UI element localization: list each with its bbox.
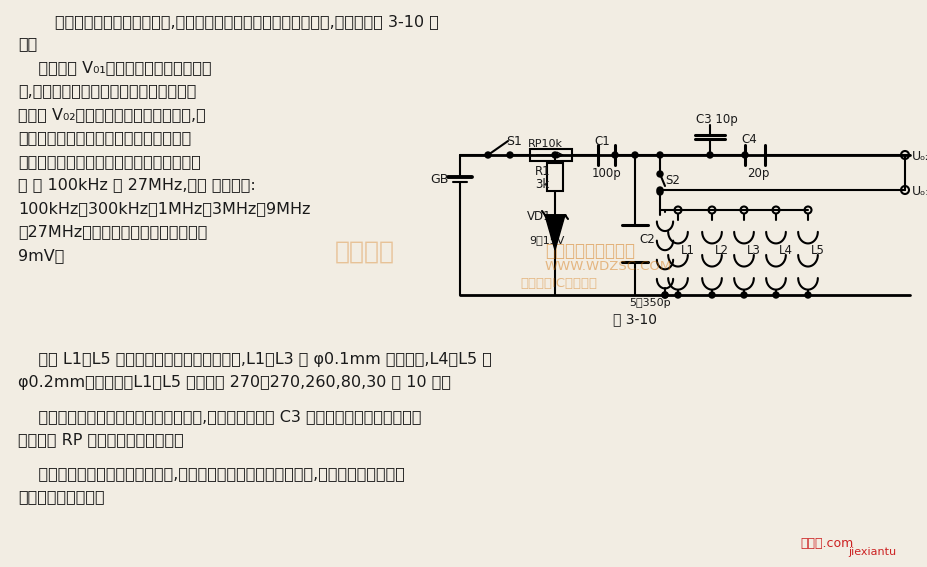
Circle shape: [611, 152, 617, 158]
Text: 电路中采用的稳压管无特别要求,只是电源电压应比稳压值高一些,以保证稳压管工作于: 电路中采用的稳压管无特别要求,只是电源电压应比稳压值高一些,以保证稳压管工作于: [18, 466, 404, 481]
Text: VD1: VD1: [527, 210, 551, 223]
Circle shape: [656, 187, 662, 193]
Text: C4: C4: [740, 133, 756, 146]
Text: 本振调谐电路之间的统调。发生器的频率范: 本振调谐电路之间的统调。发生器的频率范: [18, 154, 200, 169]
Circle shape: [656, 189, 662, 195]
Text: 组装完成后用标准信号发生器校准一下,并在可变电容器 C3 的旋钮上作出频率刻度。调: 组装完成后用标准信号发生器校准一下,并在可变电容器 C3 的旋钮上作出频率刻度。…: [18, 409, 421, 424]
Bar: [546, 163, 563, 191]
Circle shape: [656, 171, 662, 177]
Text: L5: L5: [810, 244, 824, 257]
Text: C2: C2: [639, 233, 654, 246]
Text: C3 10p: C3 10p: [695, 113, 737, 126]
Text: 接线图.com: 接线图.com: [799, 537, 852, 550]
Bar: [529, 149, 571, 161]
Text: 节电位器 RP 使输出高频信号最强。: 节电位器 RP 使输出高频信号最强。: [18, 433, 184, 447]
Circle shape: [656, 152, 662, 158]
Circle shape: [631, 152, 638, 158]
Text: GB: GB: [429, 173, 448, 186]
Circle shape: [772, 292, 778, 298]
Text: R1: R1: [535, 165, 550, 178]
Text: 从输出端 V₀₁取出的信号是单一频率信: 从输出端 V₀₁取出的信号是单一频率信: [18, 60, 211, 75]
Circle shape: [706, 152, 712, 158]
Text: L1: L1: [680, 244, 694, 257]
Text: ～27MHz。信号发生器的输出电压约为: ～27MHz。信号发生器的输出电压约为: [18, 225, 207, 239]
Circle shape: [742, 152, 747, 158]
Text: 以进行超外差式收音机中输入谐振电路和: 以进行超外差式收音机中输入谐振电路和: [18, 130, 191, 146]
Text: C1: C1: [593, 135, 609, 148]
Circle shape: [740, 292, 746, 298]
Text: RP10k: RP10k: [527, 139, 563, 149]
Text: 特性曲线的拐点上。: 特性曲线的拐点上。: [18, 489, 105, 505]
Text: jiexiantu: jiexiantu: [847, 547, 895, 557]
Text: 示。: 示。: [18, 36, 37, 51]
Text: 图 3-10: 图 3-10: [613, 312, 656, 326]
Text: 100kHz～300kHz～1MHz～3MHz～9MHz: 100kHz～300kHz～1MHz～3MHz～9MHz: [18, 201, 311, 216]
Text: S2: S2: [665, 174, 679, 187]
Text: Uₒ₁: Uₒ₁: [911, 185, 927, 198]
Text: 杭州顺联: 杭州顺联: [335, 240, 395, 264]
Text: WWW.WDZSC.COM: WWW.WDZSC.COM: [544, 260, 671, 273]
Text: L4: L4: [778, 244, 793, 257]
Text: 从输出 V₀₂取出的信号是广谐高频信号,可: 从输出 V₀₂取出的信号是广谐高频信号,可: [18, 107, 206, 122]
Circle shape: [708, 292, 714, 298]
Text: L3: L3: [746, 244, 760, 257]
Text: 号,可以用来调准调谐回路中的谐振频率。: 号,可以用来调准调谐回路中的谐振频率。: [18, 83, 197, 99]
Circle shape: [661, 292, 667, 298]
Text: 100p: 100p: [591, 167, 621, 180]
Text: 全球最大IC采购网站: 全球最大IC采购网站: [519, 277, 596, 290]
Text: 20p: 20p: [746, 167, 768, 180]
Text: 线圈 L1～L5 绕制在具有微调磁芯的骨架上,L1～L3 用 φ0.1mm 的漆包线,L4、L5 用: 线圈 L1～L5 绕制在具有微调磁芯的骨架上,L1～L3 用 φ0.1mm 的漆…: [18, 352, 491, 367]
Text: 围 为 100kHz ～ 27MHz,共分 五个频段:: 围 为 100kHz ～ 27MHz,共分 五个频段:: [18, 177, 256, 193]
Text: 9mV。: 9mV。: [18, 248, 64, 263]
Circle shape: [674, 292, 680, 298]
Circle shape: [804, 292, 810, 298]
Text: L2: L2: [714, 244, 729, 257]
Text: 利用稳压管的齐纳击穿特性,可以得到频率达数百兆赫的高频信号,其电路如图 3-10 所: 利用稳压管的齐纳击穿特性,可以得到频率达数百兆赫的高频信号,其电路如图 3-10…: [55, 14, 438, 29]
Text: 9～15V: 9～15V: [528, 235, 564, 245]
Text: 5～350p: 5～350p: [629, 298, 670, 308]
Text: 杭州顺联电子市场网: 杭州顺联电子市场网: [544, 242, 634, 260]
Text: 3k: 3k: [535, 178, 549, 191]
Circle shape: [485, 152, 490, 158]
Text: S1: S1: [505, 135, 521, 148]
Circle shape: [552, 152, 557, 158]
Text: φ0.2mm的漆包线。L1～L5 的匝数为 270＋270,260,80,30 和 10 匝。: φ0.2mm的漆包线。L1～L5 的匝数为 270＋270,260,80,30 …: [18, 375, 451, 391]
Polygon shape: [544, 215, 565, 250]
Circle shape: [661, 292, 667, 298]
Text: Uₒ₂: Uₒ₂: [911, 150, 927, 163]
Circle shape: [506, 152, 513, 158]
